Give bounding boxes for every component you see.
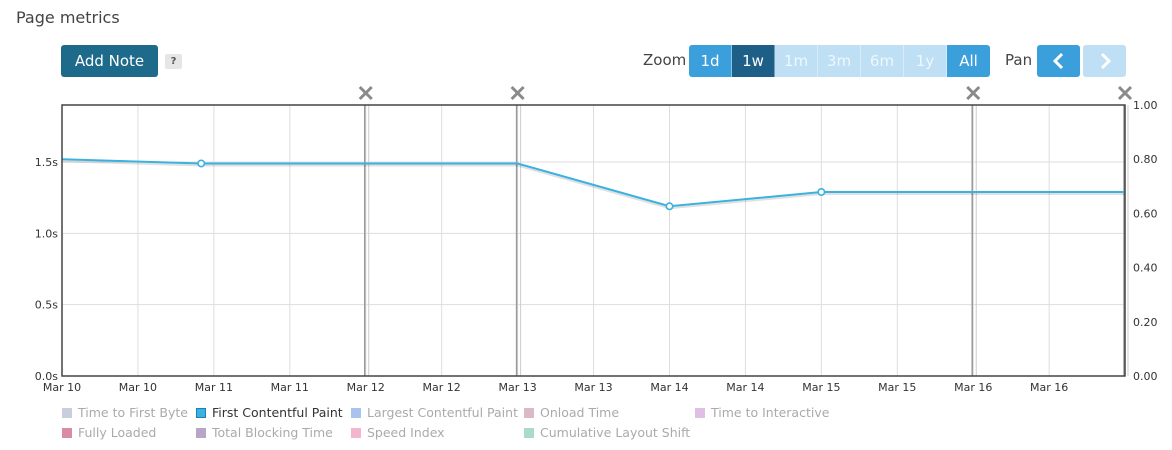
zoom-3m-button[interactable]: 3m — [818, 45, 861, 77]
legend-label: Time to First Byte — [78, 405, 188, 420]
x-tick-label: Mar 12 — [423, 381, 461, 394]
series-point — [817, 188, 826, 197]
page-title: Page metrics — [16, 8, 120, 27]
zoom-label: Zoom — [643, 51, 687, 69]
y-right-tick-label: 0.00 — [1133, 370, 1158, 383]
series-point — [665, 202, 674, 211]
zoom-button-group: 1d 1w 1m 3m 6m 1y All — [689, 45, 990, 77]
chevron-left-icon — [1052, 52, 1063, 70]
legend-label: First Contentful Paint — [212, 405, 343, 420]
x-tick-label: Mar 13 — [498, 381, 536, 394]
zoom-1d-button[interactable]: 1d — [689, 45, 732, 77]
plot-frame — [61, 104, 1126, 377]
legend-label: Onload Time — [540, 405, 620, 420]
legend-item[interactable]: Time to Interactive — [695, 405, 829, 420]
x-tick-label: Mar 16 — [954, 381, 992, 394]
series-line-shadow — [61, 160, 1125, 210]
legend-swatch — [695, 407, 705, 418]
x-tick-label: Mar 10 — [43, 381, 81, 394]
legend-item[interactable]: Fully Loaded — [62, 425, 156, 440]
zoom-6m-button[interactable]: 6m — [861, 45, 904, 77]
y-right-tick-label: 1.00 — [1133, 99, 1158, 112]
add-note-button[interactable]: Add Note — [61, 45, 158, 77]
y-left-tick-label: 1.5s — [35, 156, 58, 169]
legend-label: Total Blocking Time — [212, 425, 333, 440]
x-tick-label: Mar 16 — [1030, 381, 1068, 394]
legend-swatch — [196, 407, 206, 418]
y-left-tick-label: 0.5s — [35, 299, 58, 312]
legend-item[interactable]: Cumulative Layout Shift — [524, 425, 690, 440]
legend-item[interactable]: Total Blocking Time — [196, 425, 333, 440]
y-right-tick-label: 0.60 — [1133, 207, 1158, 220]
x-tick-label: Mar 11 — [195, 381, 233, 394]
legend-label: Speed Index — [367, 425, 445, 440]
legend-item[interactable]: Onload Time — [524, 405, 619, 420]
legend-item[interactable]: First Contentful Paint — [196, 405, 343, 420]
x-tick-label: Mar 14 — [650, 381, 688, 394]
legend-swatch — [524, 407, 534, 418]
y-left-tick-label: 1.0s — [35, 227, 58, 240]
y-left-tick-label: 0.0s — [35, 370, 58, 383]
series-point — [197, 159, 206, 168]
legend-label: Fully Loaded — [78, 425, 157, 440]
x-tick-label: Mar 12 — [347, 381, 385, 394]
x-tick-label: Mar 14 — [726, 381, 764, 394]
pan-prev-button[interactable] — [1037, 45, 1080, 77]
y-right-tick-label: 0.40 — [1133, 262, 1158, 275]
legend-swatch — [351, 407, 361, 418]
legend-item[interactable]: Largest Contentful Paint — [351, 405, 518, 420]
legend-item[interactable]: Speed Index — [351, 425, 445, 440]
x-tick-label: Mar 15 — [878, 381, 916, 394]
legend-label: Largest Contentful Paint — [367, 405, 518, 420]
delete-note-icon[interactable] — [1117, 85, 1133, 101]
legend-swatch — [62, 407, 72, 418]
x-tick-label: Mar 15 — [802, 381, 840, 394]
legend-item[interactable]: Time to First Byte — [62, 405, 188, 420]
legend-swatch — [62, 427, 72, 438]
pan-next-button[interactable] — [1083, 45, 1126, 77]
legend-label: Cumulative Layout Shift — [540, 425, 691, 440]
legend-swatch — [196, 427, 206, 438]
zoom-1w-button[interactable]: 1w — [732, 45, 775, 77]
delete-note-icon[interactable] — [510, 85, 525, 101]
help-icon[interactable]: ? — [165, 54, 182, 69]
delete-note-icon[interactable] — [966, 85, 981, 101]
y-right-tick-label: 0.80 — [1133, 153, 1158, 166]
x-tick-label: Mar 11 — [271, 381, 309, 394]
legend-label: Time to Interactive — [711, 405, 830, 420]
zoom-1m-button[interactable]: 1m — [775, 45, 818, 77]
y-right-tick-label: 0.20 — [1133, 316, 1158, 329]
delete-note-icon[interactable] — [358, 85, 373, 101]
x-tick-label: Mar 13 — [574, 381, 612, 394]
legend-swatch — [524, 427, 534, 438]
series-line — [61, 158, 1125, 208]
x-tick-label: Mar 10 — [119, 381, 157, 394]
legend-swatch — [351, 427, 361, 438]
zoom-1y-button[interactable]: 1y — [904, 45, 947, 77]
chevron-right-icon — [1100, 52, 1111, 70]
zoom-all-button[interactable]: All — [947, 45, 990, 77]
pan-label: Pan — [1005, 51, 1033, 69]
